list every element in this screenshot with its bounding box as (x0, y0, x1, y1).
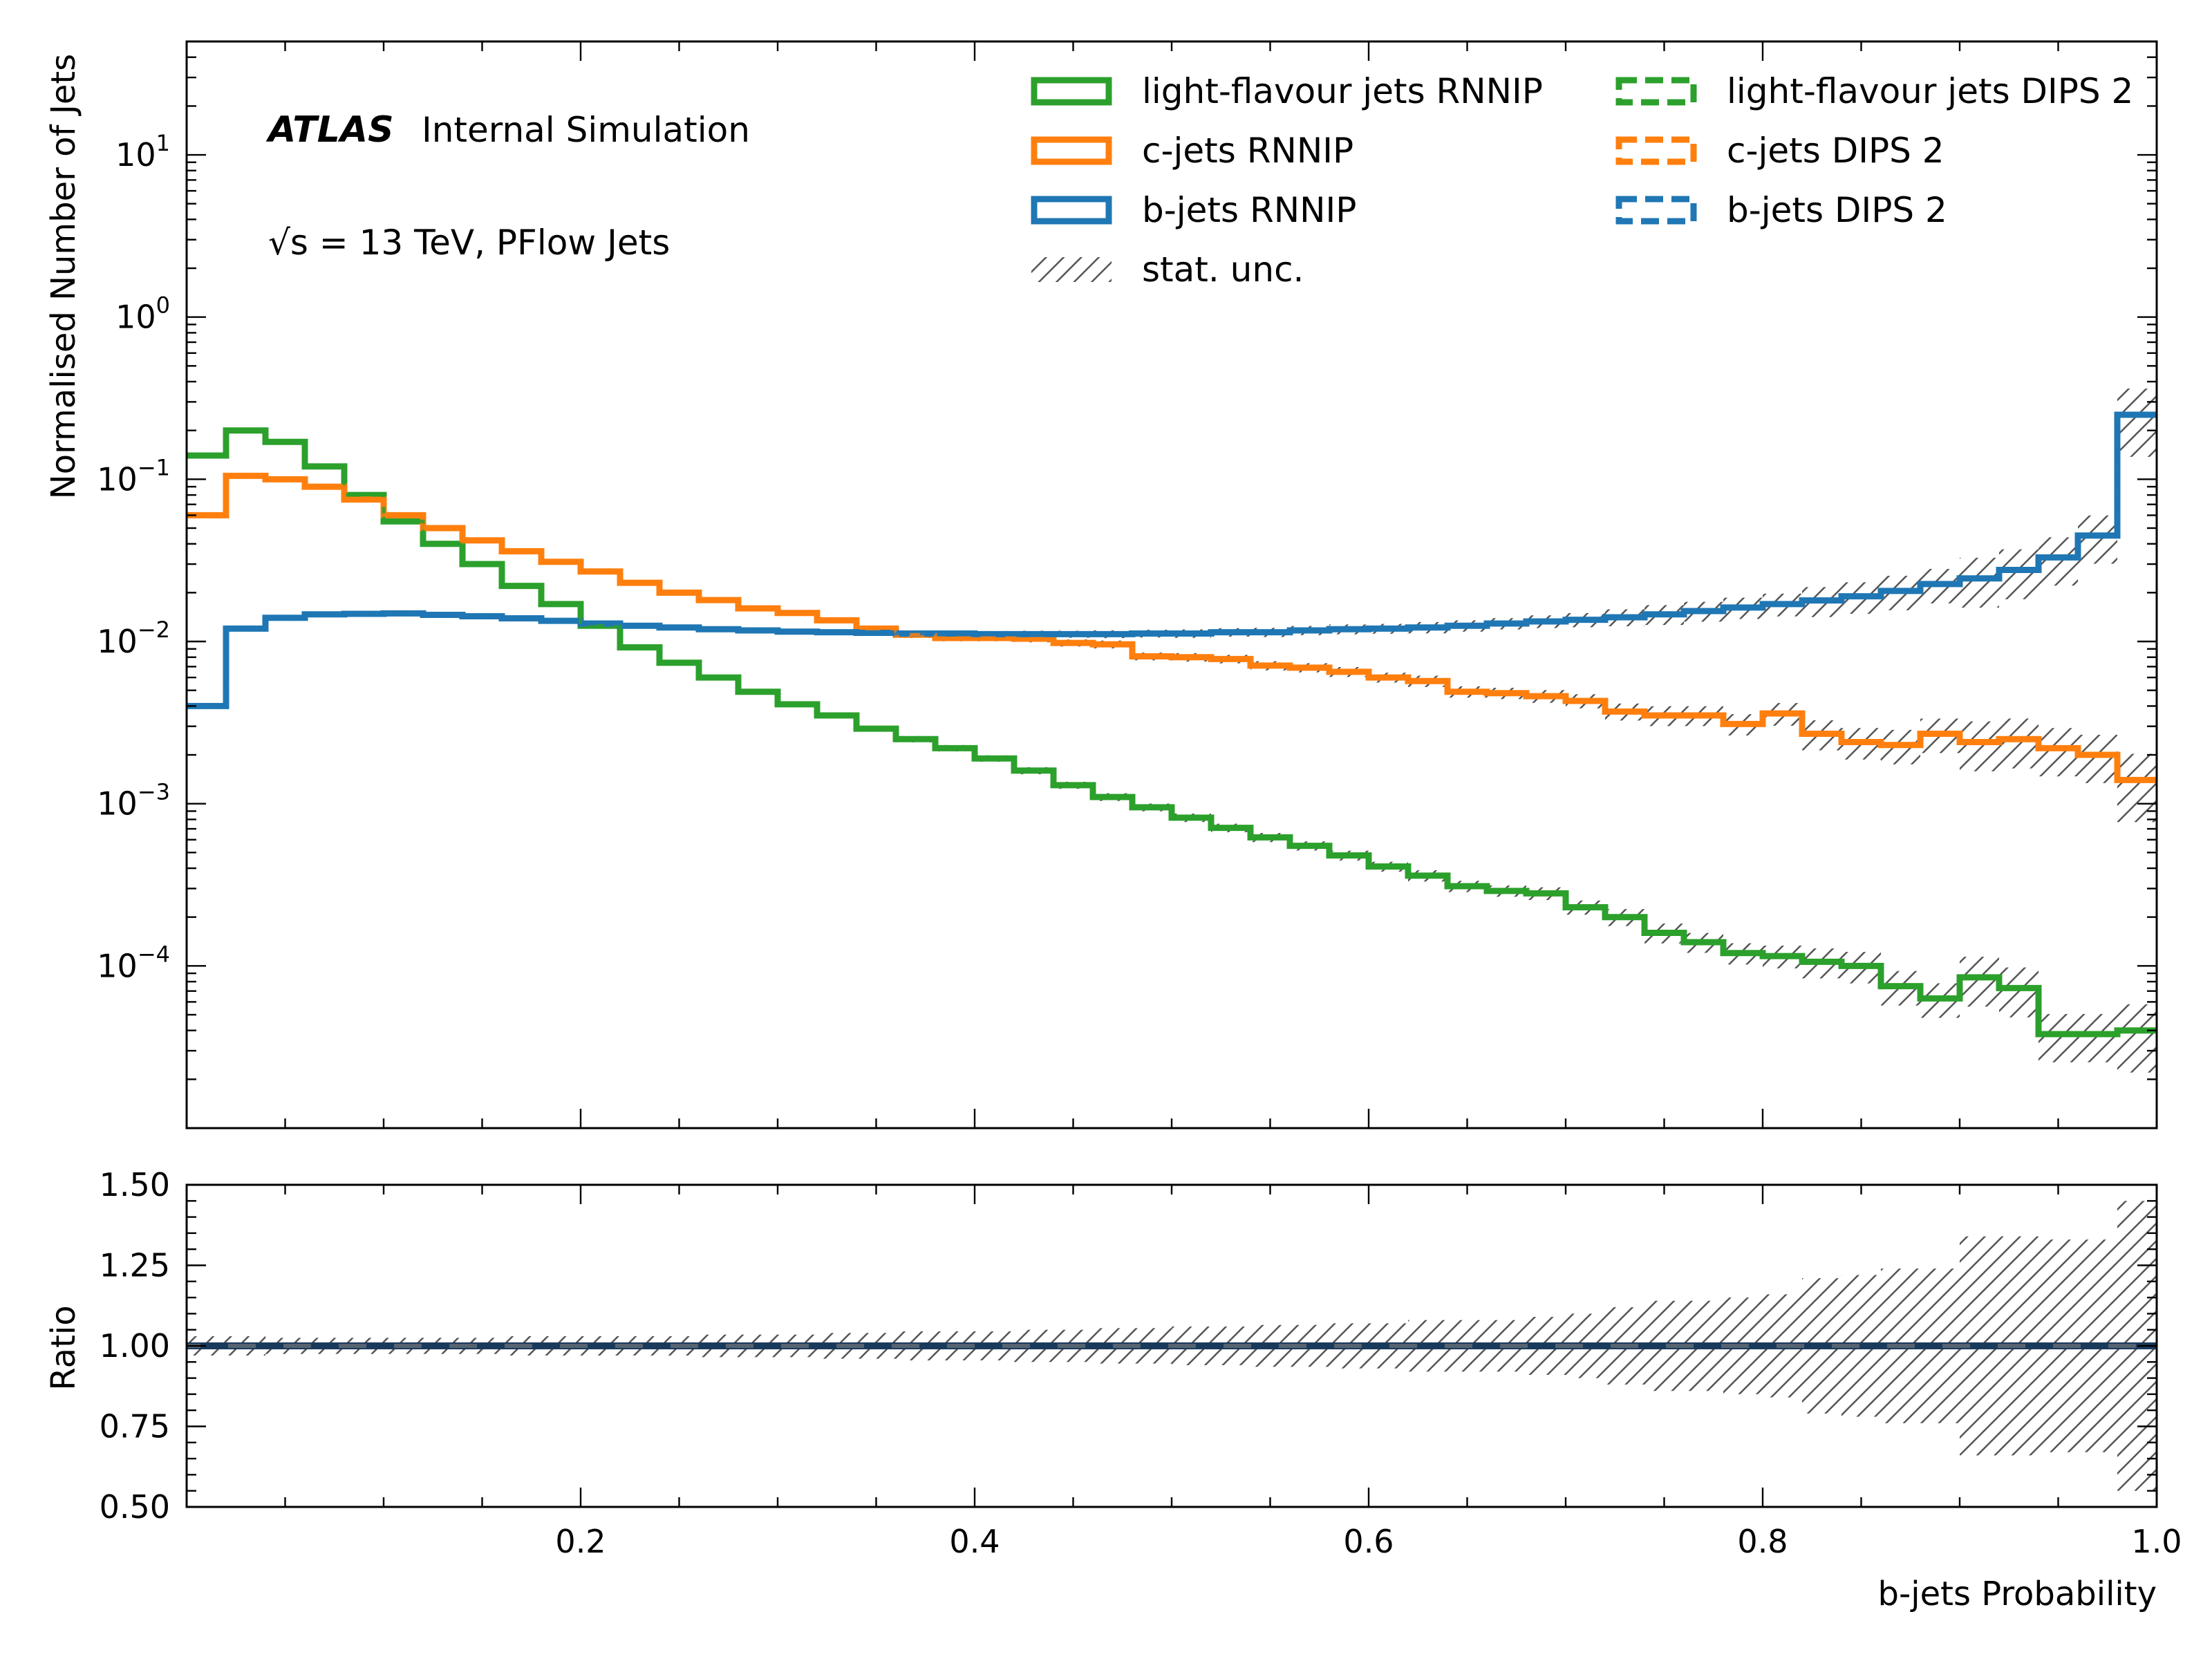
series-line-light-dips (187, 429, 2157, 1036)
legend-item: light-flavour jets DIPS 2 (1615, 71, 2133, 111)
legend: light-flavour jets RNNIP c-jets RNNIP b-je… (1031, 71, 2133, 290)
stat-unc-band-bin (1960, 557, 1999, 608)
y-tick-exponent: 0 (156, 292, 170, 319)
legend-label: light-flavour jets DIPS 2 (1727, 71, 2133, 111)
stat-unc-band-bin (1999, 549, 2038, 599)
stat-unc-band-bin (2078, 515, 2117, 564)
legend-label: stat. unc. (1142, 250, 1304, 290)
histogram-series (187, 411, 2157, 1038)
y-tick-label: 10−1 (97, 454, 170, 498)
stat-unc-band-bin (2117, 1004, 2157, 1073)
stat-unc-band-bin (1960, 721, 1999, 771)
stat-unc-band-bin (2078, 1013, 2117, 1062)
y-tick-base: 10 (97, 460, 138, 498)
legend-swatch-dashed (1615, 77, 1697, 106)
legend-label: b-jets RNNIP (1142, 190, 1356, 230)
y-tick-base: 10 (97, 947, 138, 984)
stat-unc-band-bin (2038, 1013, 2078, 1062)
y-tick-base: 10 (115, 299, 156, 336)
ratio-y-tick-label: 1.50 (100, 1166, 170, 1203)
y-tick-label: 100 (115, 292, 170, 336)
x-tick-label: 0.6 (1343, 1523, 1394, 1560)
legend-swatch-dashed (1615, 196, 1697, 225)
legend-label: c-jets DIPS 2 (1727, 131, 1944, 171)
legend-item: stat. unc. (1031, 250, 1304, 290)
legend-label: b-jets DIPS 2 (1727, 190, 1947, 230)
y-tick-exponent: −3 (138, 779, 170, 805)
ratio-y-tick-label: 1.00 (100, 1327, 170, 1365)
main-frame (185, 40, 2158, 1130)
x-tick-label: 0.8 (1737, 1523, 1788, 1560)
legend-swatch-solid (1031, 136, 1112, 165)
atlas-brand: ATLAS (265, 109, 394, 151)
series-line-b-rnnip (187, 411, 2157, 709)
y-tick-exponent: −4 (138, 941, 170, 967)
atlas-label: ATLAS Internal Simulation √s = 13 TeV, P… (265, 109, 750, 263)
legend-swatch-hatch (1031, 257, 1112, 282)
legend-item: b-jets DIPS 2 (1615, 190, 1947, 230)
x-axis-label: b-jets Probability (1878, 1575, 2157, 1613)
y-tick-exponent: 1 (156, 130, 170, 156)
series-line-b-dips (187, 413, 2157, 708)
atlas-energy: √s = 13 TeV, PFlow Jets (268, 223, 670, 263)
legend-item: light-flavour jets RNNIP (1031, 71, 1543, 111)
ratio-unc-band (187, 1201, 2157, 1491)
y-tick-label: 10−4 (97, 941, 170, 984)
stat-unc-band-bin (1999, 967, 2038, 1018)
legend-item: c-jets RNNIP (1031, 131, 1353, 171)
y-tick-base: 10 (97, 623, 138, 660)
legend-swatch-dashed (1615, 136, 1697, 165)
x-tick-label: 0.2 (555, 1523, 606, 1560)
y-tick-exponent: −2 (138, 617, 170, 643)
legend-swatch-solid (1031, 77, 1112, 106)
y-tick-label: 10−3 (97, 779, 170, 823)
y-tick-base: 10 (115, 136, 156, 174)
stat-unc-band-bin (2038, 537, 2078, 586)
y-tick-label: 10−2 (97, 617, 170, 660)
ratio-y-tick-label: 0.50 (100, 1488, 170, 1526)
legend-item: b-jets RNNIP (1031, 190, 1356, 230)
ratio-panel: 1.50 1.25 1.00 0.75 0.50 0.2 0.4 0.6 0.8 1.0 (100, 1166, 2182, 1560)
y-tick-exponent: −1 (138, 454, 170, 480)
ratio-frame (185, 1183, 2158, 1508)
stat-unc-band-bin (2038, 728, 2078, 777)
ratio-y-axis-label: Ratio (44, 1305, 83, 1390)
stat-unc-band-bin (2117, 388, 2157, 457)
legend-swatch-solid (1031, 196, 1112, 225)
stat-unc-band-bin (1999, 718, 2038, 769)
atlas-status: Internal Simulation (422, 110, 750, 150)
y-tick-base: 10 (97, 785, 138, 823)
legend-label: c-jets RNNIP (1142, 131, 1353, 171)
stat-unc-band-bin (1960, 957, 1999, 1007)
stat-unc-bands (187, 388, 2157, 1073)
legend-label: light-flavour jets RNNIP (1142, 71, 1543, 111)
series-line-c-dips (187, 474, 2157, 782)
x-tick-label: 1.0 (2131, 1523, 2182, 1560)
legend-item: c-jets DIPS 2 (1615, 131, 1944, 171)
stat-unc-band-bin (2078, 734, 2117, 783)
x-tick-label: 0.4 (949, 1523, 1000, 1560)
ratio-y-tick-label: 0.75 (100, 1408, 170, 1445)
y-tick-label: 101 (115, 130, 170, 174)
y-axis-label: Normalised Number of Jets (44, 54, 83, 499)
ratio-y-tick-label: 1.25 (100, 1247, 170, 1284)
